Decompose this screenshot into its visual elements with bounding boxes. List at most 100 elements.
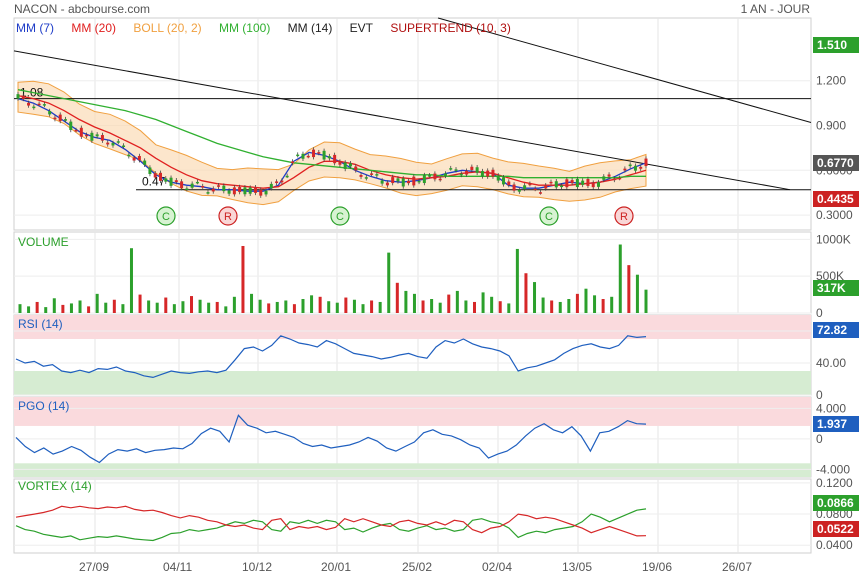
candle-body bbox=[201, 186, 205, 188]
price-badge-high-bg bbox=[813, 37, 859, 53]
volume-bar bbox=[138, 294, 142, 313]
candle-body bbox=[607, 174, 611, 177]
candle-body bbox=[180, 181, 184, 189]
volume-bar bbox=[618, 244, 622, 313]
candle-body bbox=[507, 181, 511, 186]
volume-bar bbox=[430, 299, 434, 313]
candle-body bbox=[512, 184, 516, 191]
candle-body bbox=[296, 154, 300, 157]
price-series-2 bbox=[17, 89, 646, 179]
candle-body bbox=[306, 155, 310, 158]
candle-body bbox=[322, 150, 326, 160]
candle-body bbox=[401, 178, 405, 187]
candle-body bbox=[74, 129, 78, 132]
volume-bar bbox=[627, 265, 631, 313]
candle-body bbox=[449, 168, 453, 170]
rsi-badge: 72.82 bbox=[817, 323, 847, 337]
volume-bar bbox=[498, 301, 502, 313]
legend-mm7[interactable]: MM (7) bbox=[16, 21, 54, 35]
pgo-lower-zone bbox=[14, 463, 811, 477]
trendline-1 bbox=[13, 50, 791, 191]
pgo-line bbox=[15, 414, 647, 464]
candle-body bbox=[158, 172, 162, 181]
volume-bar bbox=[395, 282, 399, 313]
trendline-2 bbox=[437, 17, 812, 123]
candle-body bbox=[185, 188, 189, 190]
candle-body bbox=[549, 181, 553, 184]
candle-body bbox=[248, 187, 252, 194]
volume-bar bbox=[241, 245, 245, 313]
rsi-title: RSI (14) bbox=[18, 317, 63, 331]
candle-body bbox=[275, 181, 279, 184]
legend-supertrend[interactable]: SUPERTREND (10, 3) bbox=[390, 21, 511, 35]
volume-bar bbox=[95, 293, 99, 313]
candle-body bbox=[470, 166, 474, 171]
candle-body bbox=[480, 171, 484, 177]
legend-mm14[interactable]: MM (14) bbox=[287, 21, 333, 35]
vortex-y-tick: 0.0400 bbox=[816, 538, 853, 552]
volume-bar bbox=[635, 274, 639, 313]
candle-body bbox=[517, 189, 521, 192]
volume-bar bbox=[155, 302, 159, 313]
volume-bar bbox=[18, 304, 22, 313]
volume-bar bbox=[447, 294, 451, 313]
candle-body bbox=[222, 185, 226, 192]
legend-boll[interactable]: BOLL (20, 2) bbox=[133, 21, 202, 35]
candle-body bbox=[317, 152, 321, 154]
volume-bar bbox=[232, 296, 236, 313]
candle-body bbox=[53, 117, 57, 120]
volume-bar bbox=[524, 273, 528, 313]
candle-body bbox=[132, 157, 136, 161]
candle-body bbox=[195, 181, 199, 184]
candle-body bbox=[285, 175, 289, 178]
candle-body bbox=[628, 164, 632, 167]
rsi-line bbox=[15, 335, 647, 379]
volume-bar bbox=[215, 301, 219, 313]
x-tick-label: 27/09 bbox=[79, 560, 109, 574]
volume-bar bbox=[318, 296, 322, 313]
signal-marker bbox=[218, 206, 238, 226]
volume-bar bbox=[250, 293, 254, 313]
volume-bar bbox=[61, 304, 65, 313]
price-series-1 bbox=[17, 94, 647, 189]
volume-bar bbox=[438, 302, 442, 313]
volume-bar bbox=[129, 248, 133, 313]
volume-bar bbox=[421, 300, 425, 313]
signal-label: C bbox=[545, 211, 553, 223]
candle-body bbox=[618, 177, 622, 180]
candle-body bbox=[206, 192, 210, 194]
candle-body bbox=[528, 183, 532, 186]
x-tick-label: 04/11 bbox=[163, 560, 192, 574]
candle-body bbox=[338, 161, 342, 165]
candle-body bbox=[42, 104, 46, 106]
vortex-panel-frame bbox=[13, 478, 812, 554]
candle-body bbox=[85, 134, 89, 137]
candle-body bbox=[465, 170, 469, 175]
candle-body bbox=[280, 180, 284, 183]
volume-bar bbox=[464, 300, 468, 313]
legend-evt[interactable]: EVT bbox=[349, 21, 374, 35]
volume-bar bbox=[533, 282, 537, 313]
price-badge-last-bg bbox=[813, 155, 859, 171]
candle-body bbox=[623, 168, 627, 171]
candle-body bbox=[417, 180, 421, 183]
legend-mm100[interactable]: MM (100) bbox=[218, 21, 271, 35]
volume-bar bbox=[404, 290, 408, 313]
vortex-y-tick: 0.1200 bbox=[816, 476, 853, 490]
volume-bar bbox=[412, 293, 416, 313]
candle-body bbox=[32, 106, 36, 109]
vortex-badge-minus: 0.0522 bbox=[817, 522, 854, 536]
candle-body bbox=[538, 192, 542, 194]
candle-body bbox=[243, 187, 247, 195]
price-badge-low-bg bbox=[813, 191, 859, 207]
candle-body bbox=[164, 178, 168, 182]
candle-body bbox=[127, 154, 131, 157]
pgo-badge: 1.937 bbox=[817, 417, 847, 431]
candle-body bbox=[586, 179, 590, 186]
period-label[interactable]: 1 AN - JOUR bbox=[740, 2, 810, 16]
candle-body bbox=[259, 189, 263, 196]
volume-bar bbox=[224, 306, 228, 313]
candle-body bbox=[370, 173, 374, 175]
volume-bar bbox=[481, 292, 485, 313]
legend-mm20[interactable]: MM (20) bbox=[71, 21, 117, 35]
